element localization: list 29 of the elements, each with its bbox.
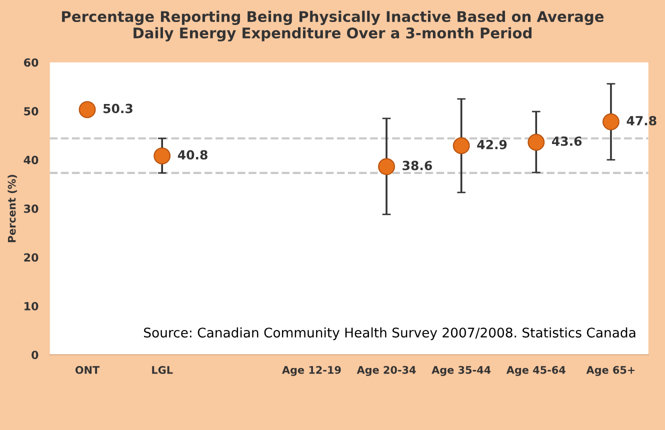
y-tick-label: 20 [24, 253, 38, 262]
y-axis-title: Percent (%) [8, 174, 17, 242]
data-label: 50.3 [104, 104, 132, 114]
y-tick-label: 50 [24, 107, 38, 116]
x-tick-label: Age 35-44 [432, 366, 491, 376]
x-tick-label: Age 65+ [586, 366, 635, 376]
y-tick-label: 40 [24, 156, 38, 164]
y-tick-label: 0 [32, 350, 38, 360]
x-tick-label: Age 20-34 [356, 366, 416, 376]
data-label: 47.8 [626, 116, 656, 126]
x-tick-label: ONT [75, 366, 100, 374]
point [154, 147, 171, 164]
x-tick-label: Age 45-64 [506, 366, 566, 376]
x-tick-label: LGL [152, 366, 173, 374]
point [602, 113, 620, 130]
annotation: Source: Canadian Community Health Survey 2007/2008. Statistics Canada [144, 327, 636, 340]
chart-title: Percentage Reporting Being Physically Inactive Based on Average Daily Energy Expenditure Over a 3-month Period [62, 10, 604, 42]
point [452, 137, 470, 154]
data-label: 38.6 [402, 160, 432, 170]
data-label: 43.6 [552, 136, 582, 146]
y-tick-label: 30 [24, 204, 38, 213]
point [528, 134, 545, 151]
data-label: 40.8 [178, 150, 208, 160]
point [378, 158, 396, 176]
y-tick-label: 60 [24, 58, 38, 67]
x-tick-label: Age 12-19 [282, 366, 341, 376]
point [78, 101, 96, 118]
y-tick-label: 10 [24, 302, 38, 310]
data-label: 42.9 [477, 140, 507, 150]
